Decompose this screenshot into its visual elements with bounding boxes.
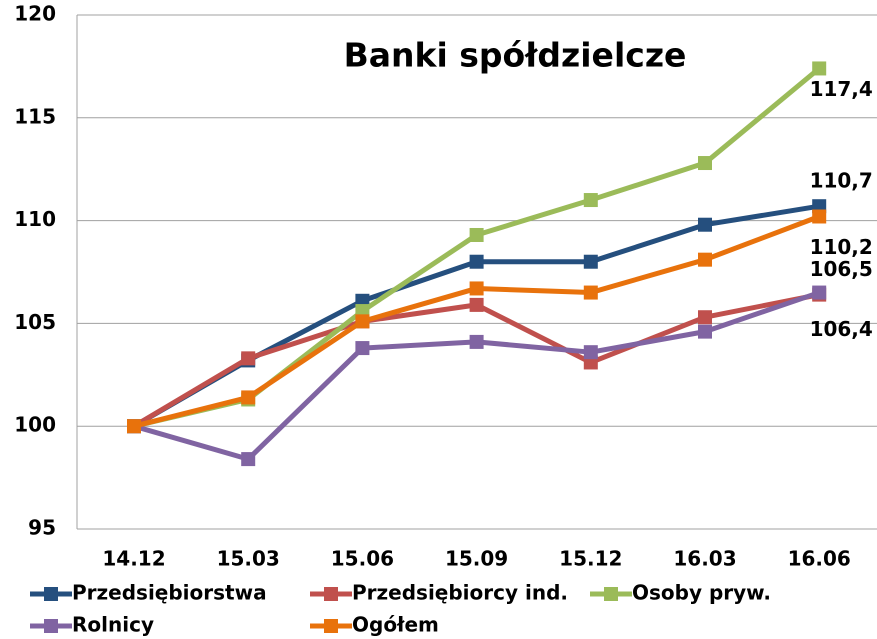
- legend-marker: [44, 619, 58, 633]
- marker: [812, 209, 827, 224]
- marker: [355, 341, 370, 356]
- data-label: 110,7: [810, 169, 873, 193]
- data-label: 110,2: [810, 235, 873, 259]
- marker: [698, 156, 712, 171]
- x-tick-label: 14.12: [102, 547, 165, 571]
- marker: [469, 297, 484, 312]
- legend-marker: [44, 587, 58, 601]
- legend-label: Rolnicy: [72, 613, 154, 637]
- marker: [583, 254, 598, 269]
- marker: [583, 285, 598, 300]
- legend-marker: [604, 587, 618, 601]
- legend-label: Osoby pryw.: [632, 581, 771, 605]
- marker: [241, 351, 256, 366]
- data-label: 117,4: [810, 77, 873, 101]
- marker: [127, 419, 141, 434]
- series-line: [133, 66, 821, 429]
- y-tick-label: 105: [14, 310, 56, 334]
- marker: [812, 61, 827, 76]
- series-line: [133, 214, 821, 429]
- x-tick-label: 16.06: [788, 547, 851, 571]
- marker: [698, 324, 712, 339]
- marker: [583, 193, 598, 208]
- marker: [469, 281, 484, 296]
- y-tick-label: 100: [14, 413, 56, 437]
- marker: [241, 452, 256, 467]
- legend-marker: [324, 619, 338, 633]
- marker: [469, 227, 484, 242]
- data-label: 106,5: [810, 257, 873, 281]
- data-label: 106,4: [810, 317, 873, 341]
- series-line: [132, 292, 820, 429]
- x-tick-label: 15.06: [331, 547, 394, 571]
- marker: [698, 310, 712, 325]
- y-tick-label: 110: [14, 207, 56, 231]
- marker: [583, 345, 598, 360]
- x-tick-label: 15.12: [559, 547, 622, 571]
- marker: [698, 252, 712, 267]
- marker: [812, 285, 827, 300]
- x-tick-label: 15.09: [445, 547, 508, 571]
- marker: [241, 390, 256, 405]
- series-line: [133, 290, 821, 462]
- x-tick-label: 16.03: [673, 547, 736, 571]
- y-tick-label: 115: [14, 104, 56, 128]
- legend-label: Przedsiębiorstwa: [72, 581, 267, 605]
- legend-label: Przedsiębiorcy ind.: [352, 581, 568, 605]
- y-tick-label: 120: [14, 2, 56, 26]
- legend-label: Ogółem: [352, 613, 439, 637]
- x-tick-label: 15.03: [217, 547, 280, 571]
- marker: [355, 314, 370, 329]
- marker: [469, 334, 484, 349]
- marker: [469, 254, 484, 269]
- marker: [698, 217, 712, 232]
- legend-marker: [324, 587, 338, 601]
- y-tick-label: 95: [28, 516, 56, 540]
- chart-title: Banki spółdzielcze: [344, 36, 687, 75]
